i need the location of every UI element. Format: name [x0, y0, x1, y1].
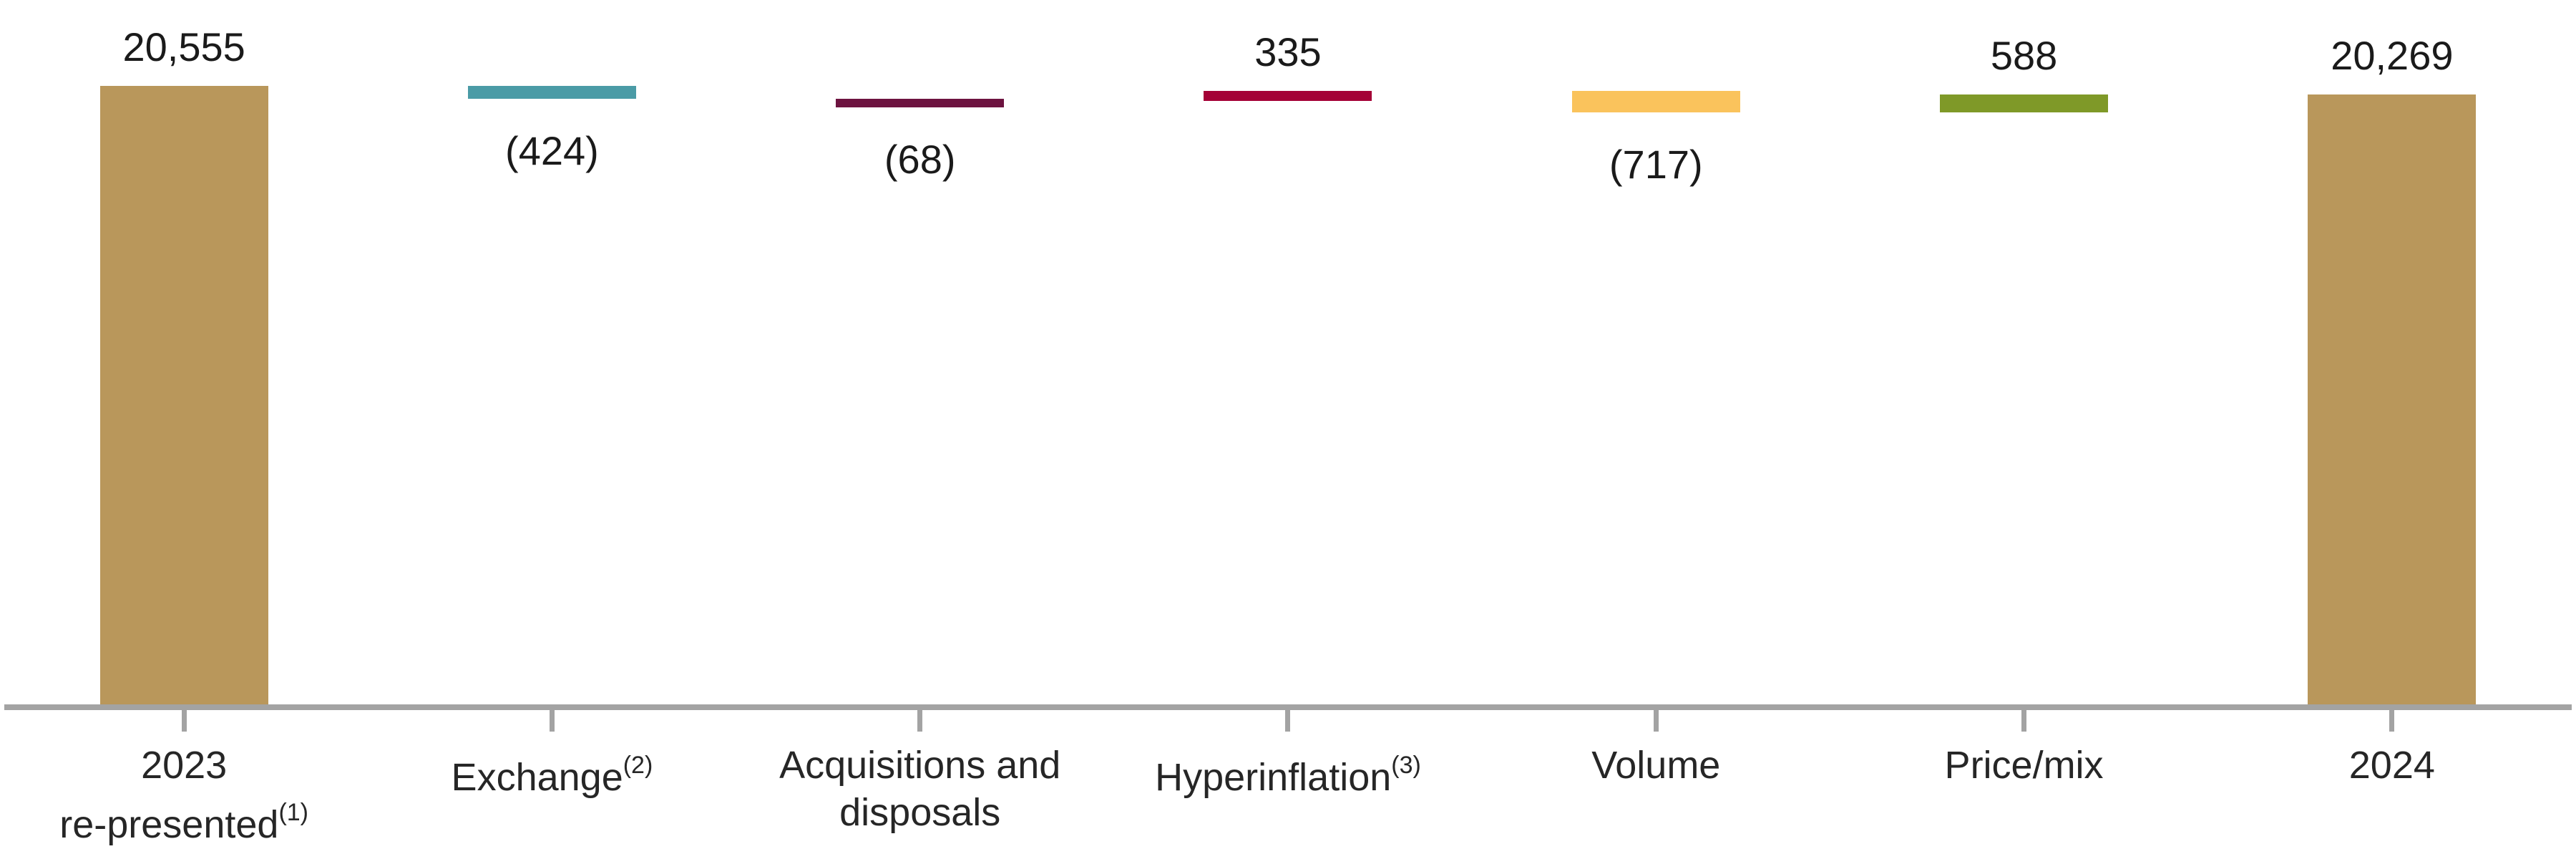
bar-2023-re-presented: [99, 86, 268, 704]
category-label-text: disposals: [839, 791, 1001, 834]
column-volume: (717) Volume: [1472, 0, 1840, 859]
category-label-text: 2023: [141, 744, 228, 787]
category-label-2023-re-presented: 2023 re-presented(1): [0, 742, 423, 848]
category-label-text: Price/mix: [1944, 744, 2104, 787]
category-label-text: 2024: [2348, 744, 2435, 787]
category-label-volume: Volume: [1417, 742, 1896, 789]
value-label-volume: (717): [1609, 141, 1703, 187]
category-label-text: re-presented: [59, 803, 279, 846]
bar-exchange: [467, 86, 636, 99]
bar-volume: [1571, 90, 1740, 112]
value-label-hyperinflation: 335: [1254, 29, 1322, 74]
column-2024: 20,269 2024: [2208, 0, 2576, 859]
value-label-acquisitions-and-disposals: (68): [884, 136, 956, 182]
column-hyperinflation: 335 Hyperinflation(3): [1104, 0, 1472, 859]
bar-acquisitions-and-disposals: [836, 98, 1005, 107]
column-exchange: (424) Exchange(2): [368, 0, 736, 859]
axis-tick-2024: [2389, 704, 2395, 732]
column-price-mix: 588 Price/mix: [1840, 0, 2207, 859]
category-label-exchange: Exchange(2): [313, 742, 791, 801]
axis-tick-hyperinflation: [1285, 704, 1291, 732]
footnote-superscript: (3): [1391, 752, 1421, 779]
axis-tick-exchange: [549, 704, 555, 732]
value-label-price-mix: 588: [1990, 33, 2058, 79]
column-acquisitions-and-disposals: (68) Acquisitions and disposals: [736, 0, 1104, 859]
category-label-2024: 2024: [2153, 742, 2576, 789]
footnote-superscript: (2): [623, 752, 653, 779]
category-label-acquisitions-and-disposals: Acquisitions and disposals: [680, 742, 1159, 836]
axis-tick-2023-re-presented: [181, 704, 187, 732]
category-label-text: Hyperinflation: [1155, 756, 1392, 799]
axis-tick-volume: [1653, 704, 1659, 732]
value-label-2023-re-presented: 20,555: [122, 24, 245, 69]
axis-tick-price-mix: [2021, 704, 2027, 732]
category-label-text: Exchange: [451, 756, 623, 799]
category-label-text: Acquisitions and: [779, 744, 1061, 787]
bar-price-mix: [1940, 94, 2109, 112]
bar-2024: [2308, 94, 2477, 704]
column-2023-re-presented: 20,555 2023 re-presented(1): [0, 0, 368, 859]
value-label-2024: 20,269: [2331, 33, 2454, 79]
category-label-hyperinflation: Hyperinflation(3): [1049, 742, 1528, 801]
axis-tick-acquisitions-and-disposals: [917, 704, 923, 732]
category-label-price-mix: Price/mix: [1785, 742, 2263, 789]
bar-hyperinflation: [1204, 90, 1372, 101]
category-label-text: Volume: [1591, 744, 1721, 787]
footnote-superscript: (1): [278, 799, 309, 826]
value-label-exchange: (424): [505, 127, 599, 173]
